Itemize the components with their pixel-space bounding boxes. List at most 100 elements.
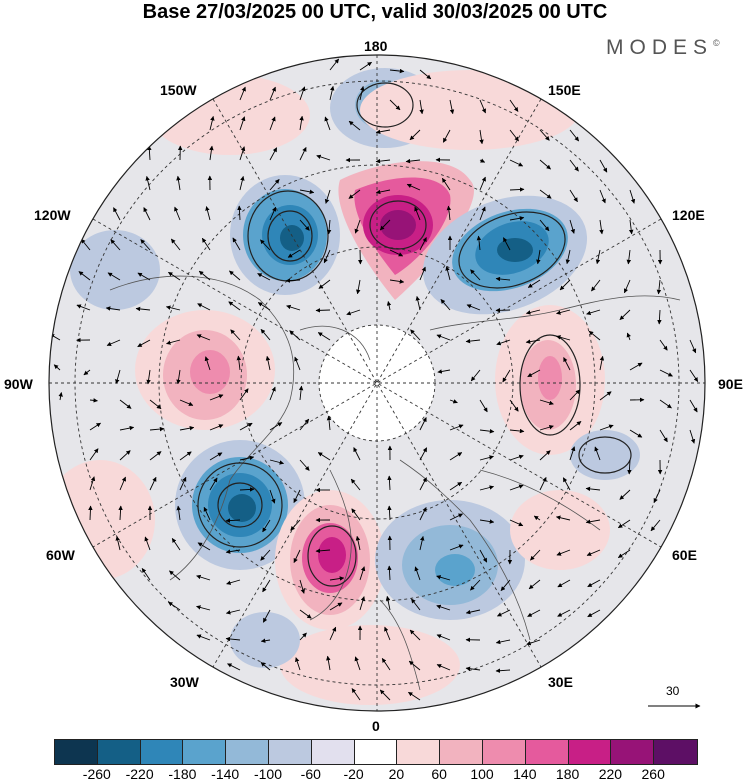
wind-vector bbox=[539, 159, 551, 170]
wind-vector bbox=[623, 279, 631, 294]
wind-vector bbox=[198, 270, 211, 281]
wind-vector bbox=[299, 219, 310, 231]
wind-vector bbox=[326, 219, 332, 235]
wind-vector bbox=[317, 452, 331, 461]
wind-vector bbox=[617, 549, 631, 558]
wind-vector bbox=[446, 205, 452, 221]
wind-vector bbox=[315, 308, 331, 313]
wind-vector bbox=[196, 605, 211, 611]
wind-vector bbox=[479, 206, 486, 221]
wind-vector bbox=[209, 452, 223, 461]
wind-vector bbox=[619, 309, 631, 321]
wind-vector bbox=[203, 506, 211, 521]
wind-vector bbox=[539, 189, 552, 199]
wind-vectors bbox=[49, 58, 699, 701]
wind-vector bbox=[269, 422, 283, 431]
wind-vector bbox=[293, 549, 301, 564]
wind-vector bbox=[176, 369, 181, 385]
wind-vector bbox=[449, 452, 463, 461]
wind-vector bbox=[299, 146, 307, 161]
wind-vector bbox=[449, 399, 458, 404]
wind-vector bbox=[387, 565, 392, 581]
wind-vector bbox=[509, 454, 524, 461]
wind-vector bbox=[169, 570, 181, 581]
wind-vector bbox=[89, 448, 99, 461]
wind-vector bbox=[149, 451, 162, 461]
wind-vector bbox=[269, 459, 285, 465]
wind-vector bbox=[269, 206, 277, 221]
colorbar-swatch bbox=[183, 740, 227, 764]
wind-vector bbox=[527, 279, 541, 288]
lon-label-0: 0 bbox=[372, 718, 380, 734]
wind-vector bbox=[626, 332, 631, 341]
wind-vector bbox=[689, 339, 697, 354]
wind-vector bbox=[89, 476, 96, 491]
wind-vector bbox=[466, 304, 481, 311]
wind-vector bbox=[381, 658, 391, 671]
wind-vector bbox=[353, 447, 361, 461]
wind-vector bbox=[479, 485, 495, 491]
wind-vector bbox=[143, 207, 151, 221]
wind-vector bbox=[239, 86, 246, 101]
wind-vector bbox=[588, 330, 601, 341]
wind-vector bbox=[555, 515, 571, 521]
wind-vector bbox=[479, 176, 486, 191]
wind-vector bbox=[329, 602, 343, 611]
wind-vector bbox=[409, 629, 421, 641]
wind-vector bbox=[539, 425, 554, 431]
wind-vector bbox=[627, 459, 632, 475]
wind-vector bbox=[479, 428, 495, 434]
wind-vector bbox=[502, 369, 511, 383]
wind-vector bbox=[556, 309, 571, 315]
wind-vector bbox=[324, 189, 331, 204]
wind-vector bbox=[197, 542, 211, 551]
wind-vector bbox=[299, 579, 305, 594]
wind-vector bbox=[449, 424, 464, 431]
wind-vector bbox=[563, 357, 571, 371]
wind-vector bbox=[257, 273, 271, 281]
wind-vector bbox=[205, 206, 211, 221]
wind-vector bbox=[650, 519, 661, 532]
colorbar-swatch bbox=[440, 740, 483, 764]
wind-vector bbox=[88, 505, 93, 521]
colorbar-tick-label: -180 bbox=[168, 766, 197, 782]
wind-vector bbox=[260, 549, 271, 561]
wind-vector bbox=[479, 519, 495, 524]
wind-vector bbox=[406, 183, 421, 191]
wind-vector bbox=[617, 519, 631, 529]
wind-vector bbox=[562, 477, 571, 491]
wind-vector bbox=[476, 235, 482, 251]
wind-vector bbox=[587, 579, 601, 588]
wind-vector bbox=[226, 579, 241, 585]
wind-vector bbox=[414, 566, 421, 581]
colorbar-swatch bbox=[55, 740, 98, 764]
wind-vector bbox=[209, 424, 224, 431]
wind-vector bbox=[408, 691, 421, 701]
wind-vector bbox=[290, 519, 301, 531]
wind-vector bbox=[587, 609, 601, 618]
wind-vector bbox=[569, 219, 575, 234]
wind-vector bbox=[441, 177, 451, 191]
wind-vector bbox=[316, 154, 331, 161]
wind-vector bbox=[170, 238, 181, 251]
colorbar-tick-label: -60 bbox=[300, 766, 321, 782]
wind-vector bbox=[449, 99, 455, 115]
brand-mark: © bbox=[713, 38, 720, 48]
wind-vector bbox=[569, 159, 579, 172]
wind-vector bbox=[359, 85, 365, 101]
wind-vector bbox=[411, 598, 421, 611]
wind-vector bbox=[315, 548, 331, 554]
wind-vector bbox=[262, 519, 271, 533]
wind-vector bbox=[326, 415, 332, 431]
wind-vector bbox=[533, 515, 541, 521]
wind-vector bbox=[496, 609, 511, 617]
wind-vector bbox=[269, 386, 276, 401]
wind-vector bbox=[405, 158, 421, 164]
wind-vector bbox=[149, 399, 162, 410]
colorbar-tick-label: -20 bbox=[343, 766, 364, 782]
wind-vector bbox=[445, 266, 451, 281]
wind-vector bbox=[140, 239, 151, 251]
wind-vector bbox=[106, 339, 121, 346]
wind-vector bbox=[539, 476, 547, 491]
wind-vector bbox=[629, 189, 636, 204]
